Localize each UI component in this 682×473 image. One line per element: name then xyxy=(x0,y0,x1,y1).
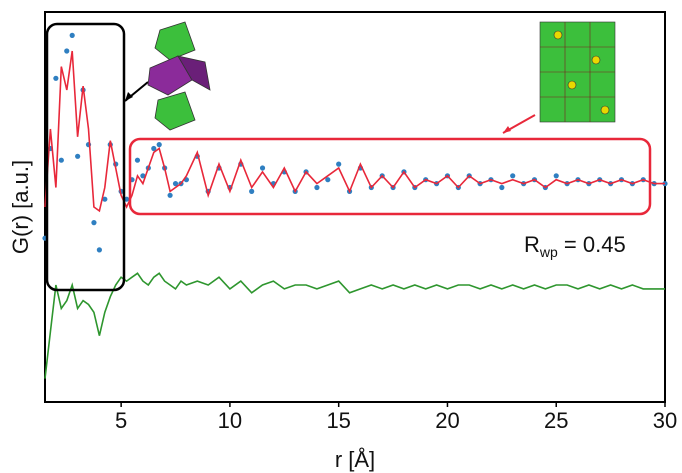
data-point xyxy=(314,185,319,190)
data-point xyxy=(157,142,162,147)
data-point xyxy=(70,33,75,38)
x-tick-label: 15 xyxy=(326,408,350,433)
page: G(r) [a.u.] r [Å] Rwp = 0.45 5 10 15 20 25 30… xyxy=(0,0,682,473)
data-point xyxy=(249,189,254,194)
x-axis-label: r [Å] xyxy=(335,447,375,472)
data-point xyxy=(554,173,559,178)
arrow-head xyxy=(503,126,511,133)
data-point xyxy=(499,185,504,190)
data-point xyxy=(75,154,80,159)
annotation-text: R xyxy=(524,232,540,257)
chart: G(r) [a.u.] r [Å] Rwp = 0.45 5 10 15 20 25 30 xyxy=(0,0,682,473)
annotation-subscript: wp xyxy=(539,244,558,260)
data-point xyxy=(336,162,341,167)
structure-icon xyxy=(540,22,615,122)
annotation: Rwp = 0.45 xyxy=(524,232,626,260)
x-tick-label: 25 xyxy=(544,408,568,433)
series-line xyxy=(45,273,665,378)
y-axis-label: G(r) [a.u.] xyxy=(8,160,33,254)
data-point xyxy=(59,158,64,163)
highlight-box xyxy=(47,24,124,290)
structure-icon xyxy=(148,22,210,130)
x-tick-label: 20 xyxy=(435,408,459,433)
data-point xyxy=(510,173,515,178)
data-point xyxy=(135,158,140,163)
data-point xyxy=(167,193,172,198)
data-point xyxy=(91,220,96,225)
x-tick-label: 30 xyxy=(653,408,677,433)
data-point xyxy=(53,76,58,81)
data-point xyxy=(97,247,102,252)
data-point xyxy=(64,48,69,53)
x-tick-label: 10 xyxy=(218,408,242,433)
data-point xyxy=(260,165,265,170)
arrow-head xyxy=(125,92,133,101)
annotation-rest: = 0.45 xyxy=(558,232,626,257)
highlight-box xyxy=(130,139,650,214)
x-tick-label: 5 xyxy=(115,408,127,433)
